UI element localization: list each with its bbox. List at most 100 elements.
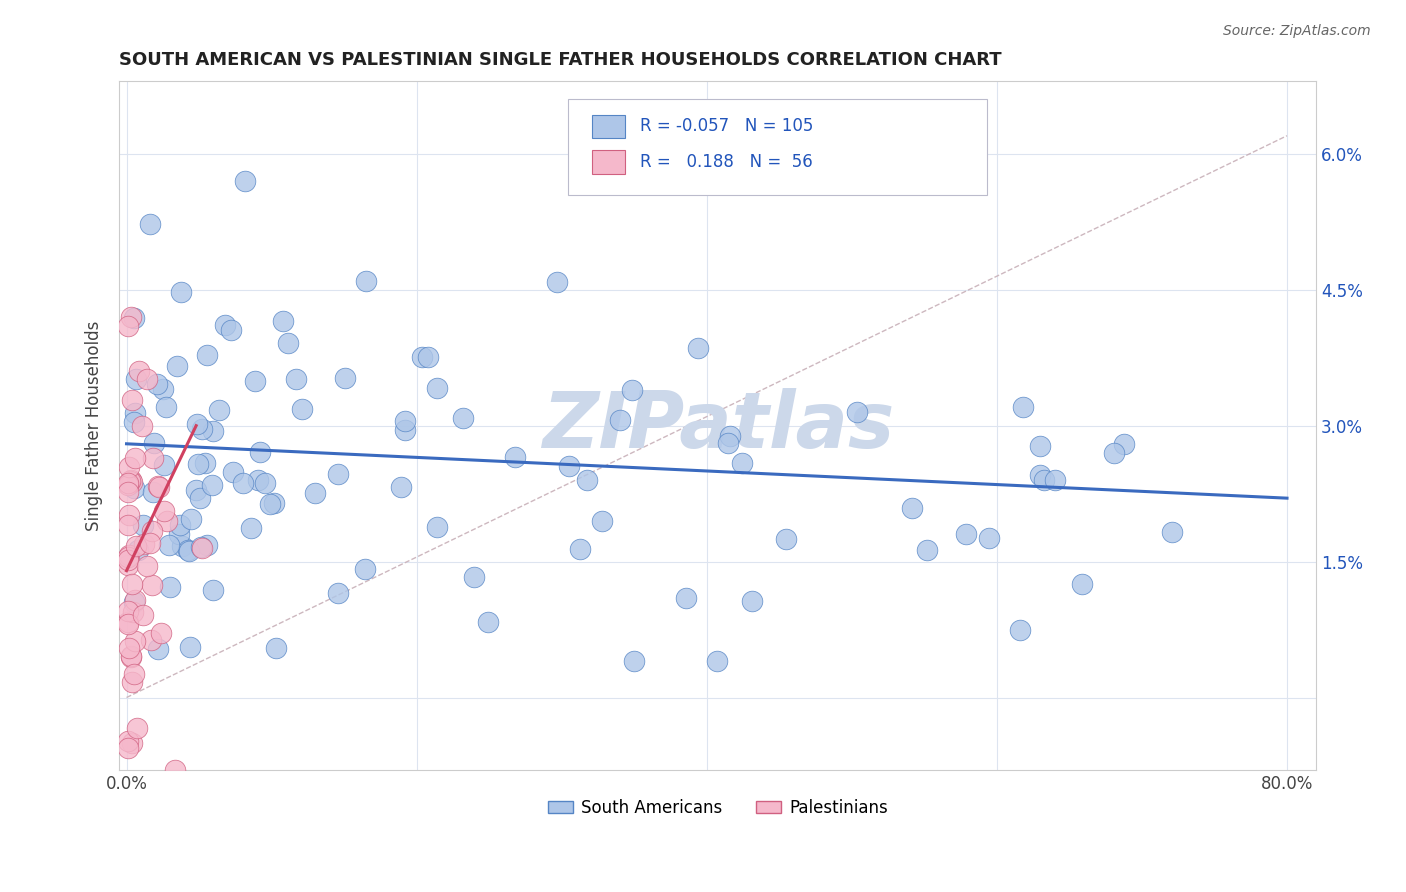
Point	[259, 497, 281, 511]
Point	[142, 484, 165, 499]
Point	[180, 512, 202, 526]
Text: R = -0.057   N = 105: R = -0.057 N = 105	[640, 117, 813, 136]
Point	[127, 543, 149, 558]
Point	[121, 392, 143, 407]
Point	[191, 422, 214, 436]
Point	[142, 854, 165, 868]
Point	[121, 475, 143, 490]
Point	[675, 591, 697, 605]
Y-axis label: Single Father Households: Single Father Households	[86, 320, 103, 531]
Point	[157, 538, 180, 552]
Point	[354, 274, 377, 288]
Point	[169, 518, 191, 533]
Point	[138, 217, 160, 231]
Point	[186, 483, 208, 498]
Point	[122, 311, 145, 326]
Point	[846, 405, 869, 419]
Point	[416, 351, 439, 365]
Point	[273, 314, 295, 328]
Point	[121, 674, 143, 689]
Point	[122, 595, 145, 609]
Point	[124, 415, 146, 429]
Point	[1029, 468, 1052, 483]
Point	[214, 318, 236, 332]
Point	[141, 578, 163, 592]
Point	[118, 641, 141, 656]
Point	[1102, 446, 1125, 460]
Point	[146, 642, 169, 657]
Point	[391, 480, 413, 494]
Point	[591, 514, 613, 528]
Point	[451, 410, 474, 425]
Point	[208, 403, 231, 417]
Point	[128, 364, 150, 378]
Point	[127, 721, 149, 735]
Point	[132, 517, 155, 532]
Point	[124, 407, 146, 421]
Point	[117, 548, 139, 562]
Point	[159, 581, 181, 595]
Point	[132, 536, 155, 550]
Bar	[592, 115, 626, 138]
Point	[120, 649, 142, 664]
Point	[146, 479, 169, 493]
FancyBboxPatch shape	[568, 98, 987, 195]
Point	[1070, 577, 1092, 591]
Point	[1029, 439, 1052, 453]
Point	[263, 496, 285, 510]
Point	[146, 376, 169, 391]
Point	[717, 436, 740, 450]
Point	[125, 372, 148, 386]
Point	[121, 577, 143, 591]
Point	[915, 542, 938, 557]
Point	[720, 429, 742, 443]
Point	[120, 650, 142, 665]
Point	[172, 540, 194, 554]
Point	[955, 527, 977, 541]
Point	[195, 348, 218, 362]
Point	[219, 323, 242, 337]
Point	[141, 524, 163, 539]
Point	[122, 481, 145, 495]
Point	[117, 734, 139, 748]
Bar	[592, 151, 626, 174]
Point	[731, 456, 754, 470]
Point	[411, 350, 433, 364]
Point	[120, 473, 142, 487]
Point	[153, 504, 176, 518]
Point	[354, 562, 377, 576]
Point	[235, 174, 257, 188]
Point	[117, 518, 139, 533]
Point	[188, 491, 211, 506]
Point	[706, 654, 728, 668]
Point	[127, 799, 149, 814]
Point	[121, 605, 143, 619]
Point	[253, 476, 276, 491]
Point	[166, 359, 188, 373]
Point	[124, 592, 146, 607]
Point	[264, 641, 287, 656]
Point	[1008, 623, 1031, 637]
Point	[152, 382, 174, 396]
Point	[187, 458, 209, 472]
Point	[117, 459, 139, 474]
Point	[118, 475, 141, 489]
Point	[201, 478, 224, 492]
Point	[117, 558, 139, 572]
Point	[1045, 473, 1067, 487]
Point	[117, 616, 139, 631]
Point	[117, 478, 139, 492]
Point	[222, 465, 245, 479]
Point	[156, 514, 179, 528]
Point	[1032, 473, 1054, 487]
Point	[195, 538, 218, 552]
Point	[335, 370, 357, 384]
Point	[201, 425, 224, 439]
Point	[124, 634, 146, 648]
Text: R =   0.188   N =  56: R = 0.188 N = 56	[640, 153, 813, 171]
Point	[121, 736, 143, 750]
Point	[505, 450, 527, 465]
Point	[576, 473, 599, 487]
Point	[139, 536, 162, 550]
Point	[1012, 400, 1035, 414]
